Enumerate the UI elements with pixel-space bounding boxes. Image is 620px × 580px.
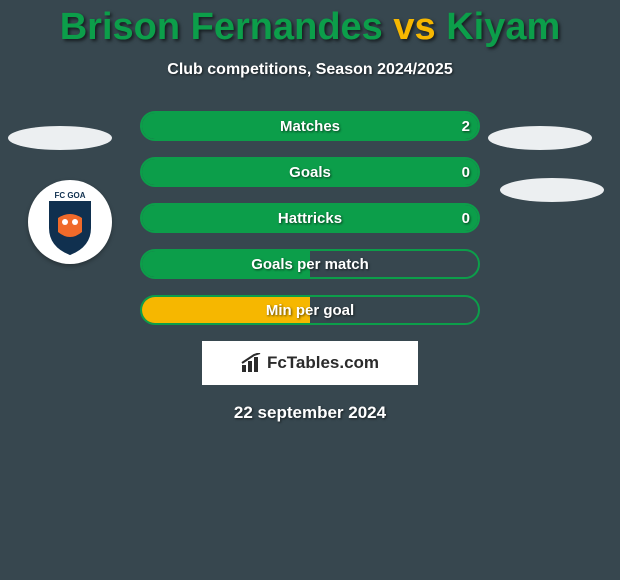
player1-oval [8, 126, 112, 150]
brand-text: FcTables.com [267, 353, 379, 373]
stat-label: Hattricks [278, 210, 342, 227]
player2-oval-a [488, 126, 592, 150]
player2-oval-b [500, 178, 604, 202]
fc-goa-shield-icon: FC GOA [40, 188, 100, 256]
stat-row: Goals 0 [140, 157, 480, 187]
player1-name: Brison Fernandes [60, 6, 383, 48]
stat-label: Matches [280, 118, 340, 135]
comparison-title: Brison Fernandes vs Kiyam [0, 0, 620, 49]
club-logo: FC GOA [28, 180, 112, 264]
stat-row: Min per goal [140, 295, 480, 325]
subtitle: Club competitions, Season 2024/2025 [0, 61, 620, 79]
bars-chart-icon [241, 353, 263, 373]
stats-bars: Matches 2 Goals 0 Hattricks 0 Goals per match M… [140, 111, 480, 325]
stat-label: Min per goal [266, 302, 354, 319]
stat-value-left: 0 [462, 210, 470, 227]
stat-row: Matches 2 [140, 111, 480, 141]
brand-box: FcTables.com [202, 341, 418, 385]
date-text: 22 september 2024 [0, 403, 620, 423]
stat-value-left: 0 [462, 164, 470, 181]
stat-label: Goals [289, 164, 331, 181]
club-logo-label: FC GOA [54, 191, 85, 200]
stat-row: Goals per match [140, 249, 480, 279]
player2-name: Kiyam [446, 6, 560, 48]
stat-label: Goals per match [251, 256, 369, 273]
vs-text: vs [393, 6, 435, 48]
stat-value-left: 2 [462, 118, 470, 135]
stat-row: Hattricks 0 [140, 203, 480, 233]
